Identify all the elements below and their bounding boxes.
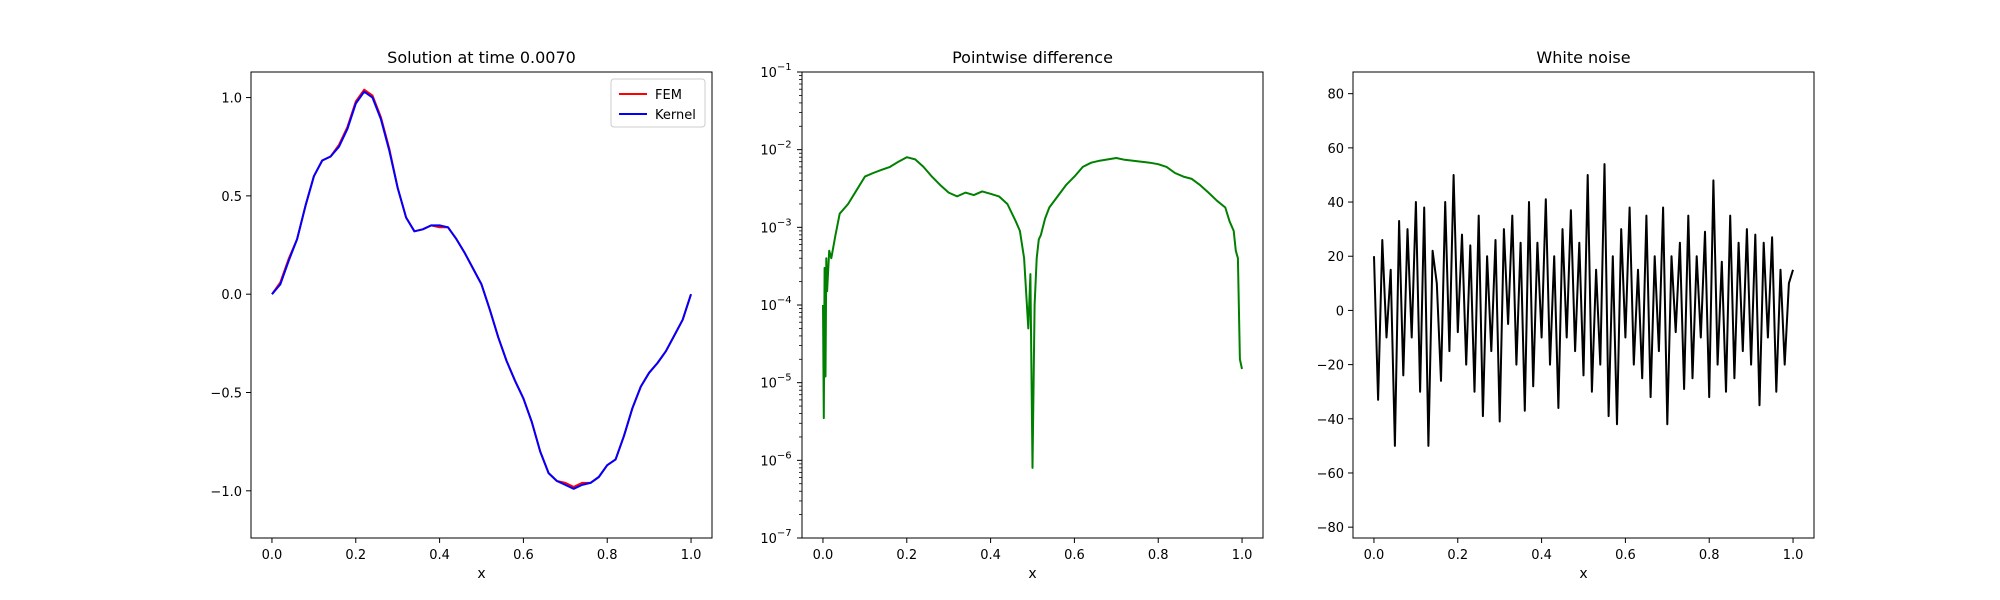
x-tick-label: 0.6	[1615, 548, 1636, 563]
chart-solution: 0.0 0.2 0.4 0.6 0.8 1.0 −1.0 −0.5 0.0 0.5 1.0 Solut…	[210, 48, 713, 582]
x-tick-label: 0.6	[513, 548, 534, 563]
y-tick-label: 20	[1327, 250, 1344, 265]
plot-frame	[250, 71, 713, 539]
x-tick-label: 0.0	[1364, 548, 1385, 563]
y-tick-label: 10−7	[760, 528, 791, 547]
chart-white-noise: 0.0 0.2 0.4 0.6 0.8 1.0 −80 −60 −40 −20 0 20 40 60 80 W…	[1317, 48, 1815, 582]
y-tick-label: 10−3	[760, 217, 791, 236]
y-tick-label: 10−1	[760, 62, 791, 81]
x-tick-label: 0.6	[1064, 548, 1085, 563]
y-tick-label: −40	[1317, 413, 1344, 428]
x-tick-label: 1.0	[1783, 548, 1804, 563]
y-tick-label: 80	[1327, 88, 1344, 103]
y-tick-label: −0.5	[210, 386, 242, 401]
x-tick-label: 1.0	[681, 548, 702, 563]
x-tick-label: 0.4	[429, 548, 450, 563]
y-tick-label: −20	[1317, 359, 1344, 374]
y-tick-label: −80	[1317, 521, 1344, 536]
y-tick-label: 10−4	[760, 295, 791, 314]
y-tick-label: 0.0	[221, 288, 242, 303]
x-axis-label: x	[477, 566, 485, 582]
x-axis-label: x	[1028, 566, 1036, 582]
y-tick-label: 10−6	[760, 450, 791, 469]
x-tick-label: 0.2	[1447, 548, 1468, 563]
y-tick-label: −60	[1317, 467, 1344, 482]
x-tick-label: 0.2	[896, 548, 917, 563]
x-tick-label: 0.4	[1531, 548, 1552, 563]
chart-title: Pointwise difference	[952, 48, 1113, 67]
y-tick-label: 10−5	[760, 373, 791, 392]
y-tick-label: 40	[1327, 196, 1344, 211]
legend-label: FEM	[655, 88, 682, 103]
plot-frame	[1352, 71, 1815, 539]
y-tick-label: 60	[1327, 142, 1344, 157]
chart-title: Solution at time 0.0070	[387, 48, 576, 67]
y-tick-label: 0.5	[221, 190, 242, 205]
x-tick-label: 0.8	[597, 548, 618, 563]
y-tick-label: 10−2	[760, 140, 791, 159]
legend-label: Kernel	[655, 108, 696, 123]
y-tick-label: 1.0	[221, 92, 242, 107]
x-tick-label: 0.4	[980, 548, 1001, 563]
x-axis-label: x	[1579, 566, 1587, 582]
series-line-data	[1373, 163, 1794, 447]
y-tick-label: −1.0	[210, 485, 242, 500]
series-line-data	[822, 156, 1243, 469]
chart-title: White noise	[1536, 48, 1630, 67]
series-line-kernel	[271, 90, 692, 490]
x-tick-label: 0.8	[1699, 548, 1720, 563]
y-tick-label: 0	[1336, 304, 1344, 319]
chart-pointwise-difference: 0.0 0.2 0.4 0.6 0.8 1.0 10−7 10−6 10−5 10−4 10−3 10…	[760, 48, 1264, 582]
x-tick-label: 0.2	[345, 548, 366, 563]
x-tick-label: 1.0	[1232, 548, 1253, 563]
x-tick-label: 0.0	[262, 548, 283, 563]
series-line-fem	[271, 88, 692, 488]
x-tick-label: 0.0	[813, 548, 834, 563]
x-tick-label: 0.8	[1148, 548, 1169, 563]
